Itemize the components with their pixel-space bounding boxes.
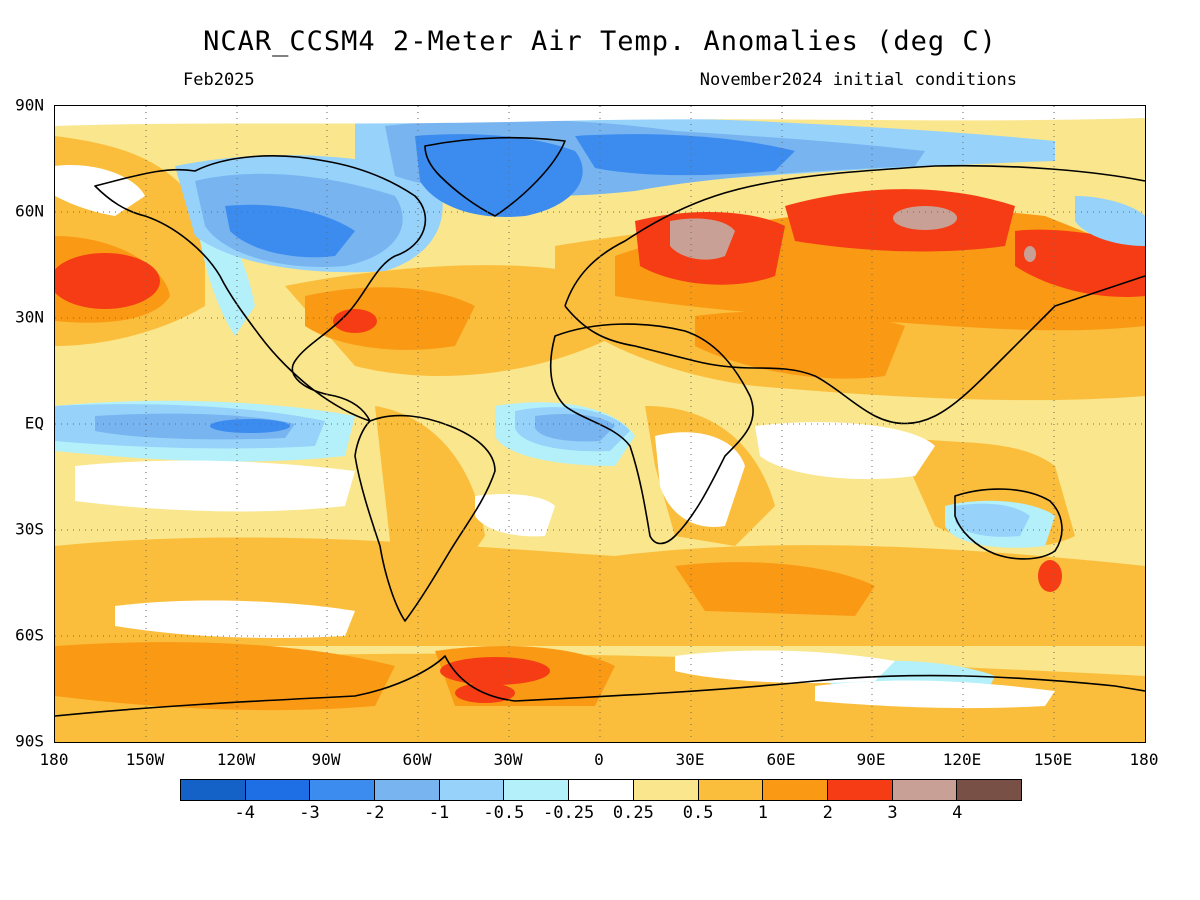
lon-label-90w: 90W	[311, 750, 341, 769]
map-title: NCAR_CCSM4 2-Meter Air Temp. Anomalies (…	[203, 26, 997, 57]
lon-label-150e: 150E	[1033, 750, 1073, 769]
colorbar-tick-label: -2	[364, 803, 385, 823]
colorbar	[180, 779, 1022, 801]
colorbar-tick-label: -4	[234, 803, 256, 823]
colorbar-segment	[633, 780, 699, 800]
lat-label-90s: 90S	[15, 731, 44, 751]
colorbar-tick-label: 1	[757, 803, 769, 823]
colorbar-segment	[763, 780, 828, 800]
colorbar-tick-label: 3	[887, 803, 898, 823]
lon-label-60e: 60E	[766, 750, 796, 769]
colorbar-segment	[439, 780, 505, 800]
colorbar-tick-label: 0.25	[612, 803, 654, 823]
coastlines	[55, 136, 1145, 717]
lon-label-120e: 120E	[942, 750, 982, 769]
colorbar-segment	[892, 780, 958, 800]
lon-label-120w: 120W	[216, 750, 256, 769]
colorbar-segment	[957, 780, 1021, 800]
lat-label-30s: 30S	[15, 519, 44, 539]
lon-label-60w: 60W	[402, 750, 432, 769]
lat-label-60n: 60N	[15, 201, 44, 221]
lon-label-90e: 90E	[856, 750, 886, 769]
colorbar-tick-label: 4	[952, 803, 963, 823]
colorbar-tick-label: -0.25	[543, 803, 595, 823]
colorbar-tick-label: 0.5	[682, 803, 714, 823]
lat-label-eq: EQ	[24, 413, 44, 433]
lat-label-30n: 30N	[15, 307, 44, 327]
lon-label-150w: 150W	[125, 750, 165, 769]
colorbar-segment	[698, 780, 764, 800]
colorbar-segment	[245, 780, 311, 800]
colorbar-segment	[827, 780, 893, 800]
colorbar-tick-label: -1	[428, 803, 450, 823]
graticule	[55, 106, 1145, 742]
colorbar-segment	[569, 780, 634, 800]
colorbar-tick-label: 2	[822, 803, 833, 823]
anomaly-map	[54, 105, 1146, 743]
lat-label-60s: 60S	[15, 625, 44, 645]
anomaly-band-neg3-2	[210, 134, 795, 433]
lon-label-30w: 30W	[493, 750, 523, 769]
lon-label-0: 0	[594, 750, 604, 769]
colorbar-segment	[504, 780, 570, 800]
colorbar-segment	[375, 780, 440, 800]
colorbar-tick-label: -0.5	[483, 803, 525, 823]
lon-label-30e: 30E	[675, 750, 705, 769]
map-canvas	[55, 106, 1145, 742]
valid-month-label: Feb2025	[183, 70, 255, 90]
lat-label-90n: 90N	[15, 95, 44, 115]
init-conditions-label: November2024 initial conditions	[699, 70, 1017, 90]
colorbar-tick-label: -3	[299, 803, 320, 823]
colorbar-segment	[181, 780, 246, 800]
lon-label-180e: 180	[1129, 750, 1159, 769]
lon-label-180w: 180	[39, 750, 69, 769]
anomaly-band-near-zero	[55, 106, 1145, 709]
anomaly-band-3-4	[670, 206, 1036, 262]
colorbar-segment	[310, 780, 376, 800]
